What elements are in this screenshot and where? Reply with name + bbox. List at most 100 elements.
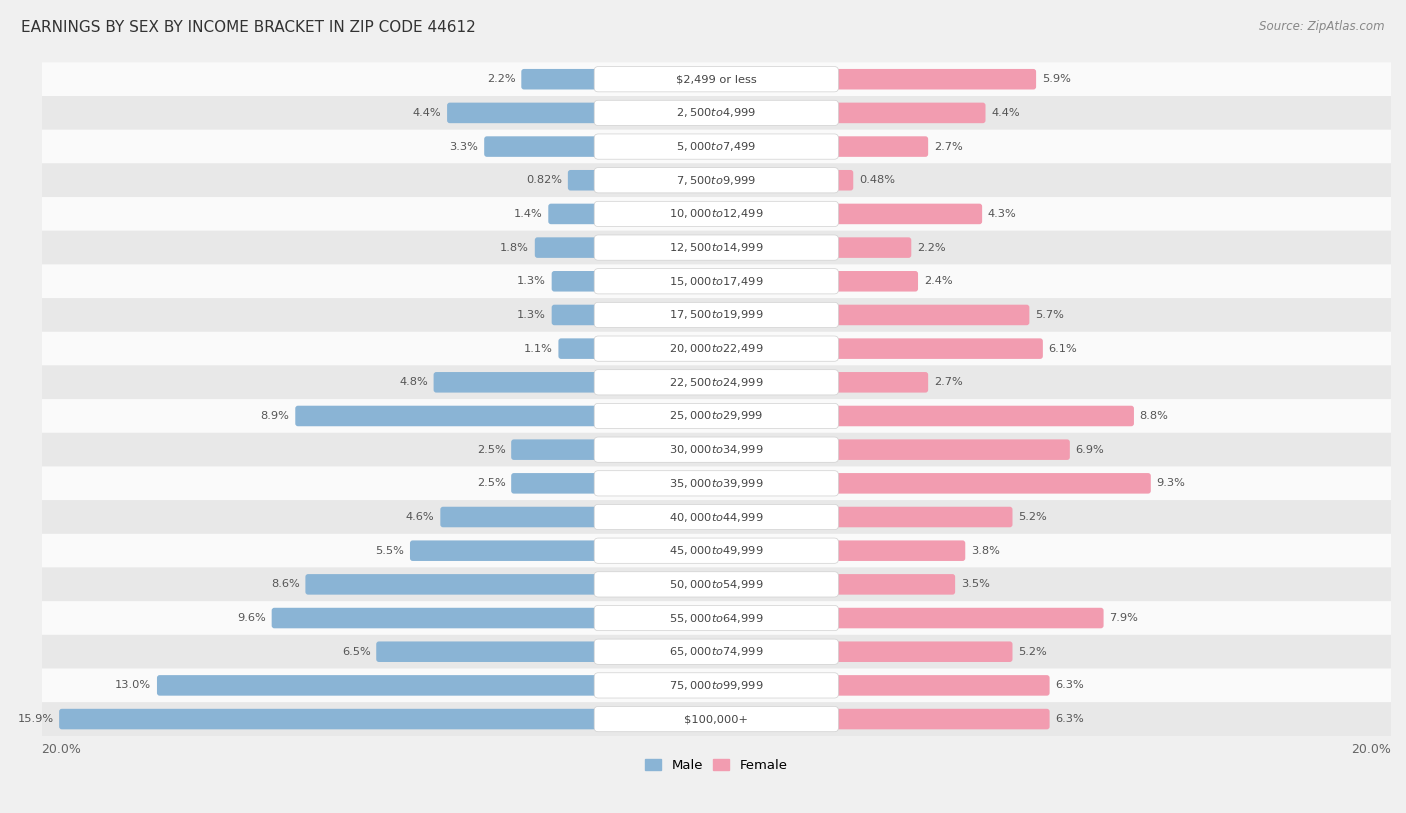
Text: $65,000 to $74,999: $65,000 to $74,999 bbox=[669, 646, 763, 659]
FancyBboxPatch shape bbox=[271, 608, 600, 628]
FancyBboxPatch shape bbox=[25, 534, 1406, 567]
FancyBboxPatch shape bbox=[25, 500, 1406, 534]
Text: 3.8%: 3.8% bbox=[972, 546, 1000, 556]
Text: 2.2%: 2.2% bbox=[486, 74, 516, 85]
FancyBboxPatch shape bbox=[433, 372, 600, 393]
Text: $17,500 to $19,999: $17,500 to $19,999 bbox=[669, 308, 763, 321]
FancyBboxPatch shape bbox=[25, 63, 1406, 96]
FancyBboxPatch shape bbox=[595, 302, 838, 328]
Text: 1.4%: 1.4% bbox=[513, 209, 543, 219]
Text: 4.6%: 4.6% bbox=[406, 512, 434, 522]
FancyBboxPatch shape bbox=[595, 167, 838, 193]
Text: 2.5%: 2.5% bbox=[477, 445, 505, 454]
Text: 2.7%: 2.7% bbox=[934, 141, 963, 151]
Text: $45,000 to $49,999: $45,000 to $49,999 bbox=[669, 544, 763, 557]
Text: $25,000 to $29,999: $25,000 to $29,999 bbox=[669, 410, 763, 423]
Text: $2,500 to $4,999: $2,500 to $4,999 bbox=[676, 107, 756, 120]
Text: 2.2%: 2.2% bbox=[917, 242, 946, 253]
Text: $30,000 to $34,999: $30,000 to $34,999 bbox=[669, 443, 763, 456]
FancyBboxPatch shape bbox=[595, 202, 838, 227]
FancyBboxPatch shape bbox=[534, 237, 600, 258]
Text: $75,000 to $99,999: $75,000 to $99,999 bbox=[669, 679, 763, 692]
FancyBboxPatch shape bbox=[295, 406, 600, 426]
FancyBboxPatch shape bbox=[832, 506, 1012, 528]
Text: $5,000 to $7,499: $5,000 to $7,499 bbox=[676, 140, 756, 153]
FancyBboxPatch shape bbox=[568, 170, 600, 190]
Text: 7.9%: 7.9% bbox=[1109, 613, 1139, 623]
Text: 5.9%: 5.9% bbox=[1042, 74, 1071, 85]
Text: 1.3%: 1.3% bbox=[517, 310, 546, 320]
FancyBboxPatch shape bbox=[512, 473, 600, 493]
FancyBboxPatch shape bbox=[595, 471, 838, 496]
Text: 1.1%: 1.1% bbox=[524, 344, 553, 354]
Text: 2.7%: 2.7% bbox=[934, 377, 963, 387]
FancyBboxPatch shape bbox=[595, 100, 838, 125]
FancyBboxPatch shape bbox=[832, 305, 1029, 325]
FancyBboxPatch shape bbox=[595, 336, 838, 361]
FancyBboxPatch shape bbox=[512, 439, 600, 460]
FancyBboxPatch shape bbox=[832, 170, 853, 190]
FancyBboxPatch shape bbox=[832, 338, 1043, 359]
Text: $7,500 to $9,999: $7,500 to $9,999 bbox=[676, 174, 756, 187]
Text: 8.8%: 8.8% bbox=[1140, 411, 1168, 421]
Text: 5.7%: 5.7% bbox=[1035, 310, 1064, 320]
Text: $50,000 to $54,999: $50,000 to $54,999 bbox=[669, 578, 763, 591]
Text: $55,000 to $64,999: $55,000 to $64,999 bbox=[669, 611, 763, 624]
FancyBboxPatch shape bbox=[595, 706, 838, 732]
FancyBboxPatch shape bbox=[25, 130, 1406, 163]
FancyBboxPatch shape bbox=[595, 639, 838, 664]
FancyBboxPatch shape bbox=[832, 237, 911, 258]
FancyBboxPatch shape bbox=[595, 370, 838, 395]
FancyBboxPatch shape bbox=[595, 572, 838, 597]
FancyBboxPatch shape bbox=[832, 372, 928, 393]
Text: $100,000+: $100,000+ bbox=[685, 714, 748, 724]
Text: 13.0%: 13.0% bbox=[115, 680, 152, 690]
Text: 2.5%: 2.5% bbox=[477, 478, 505, 489]
FancyBboxPatch shape bbox=[25, 567, 1406, 601]
FancyBboxPatch shape bbox=[447, 102, 600, 124]
FancyBboxPatch shape bbox=[595, 235, 838, 260]
FancyBboxPatch shape bbox=[25, 601, 1406, 635]
Text: 0.48%: 0.48% bbox=[859, 176, 896, 185]
Text: EARNINGS BY SEX BY INCOME BRACKET IN ZIP CODE 44612: EARNINGS BY SEX BY INCOME BRACKET IN ZIP… bbox=[21, 20, 475, 35]
FancyBboxPatch shape bbox=[832, 271, 918, 292]
Text: $20,000 to $22,499: $20,000 to $22,499 bbox=[669, 342, 763, 355]
Text: 6.1%: 6.1% bbox=[1049, 344, 1077, 354]
FancyBboxPatch shape bbox=[595, 673, 838, 698]
Text: 1.8%: 1.8% bbox=[501, 242, 529, 253]
Text: 3.3%: 3.3% bbox=[450, 141, 478, 151]
FancyBboxPatch shape bbox=[832, 69, 1036, 89]
Text: 9.3%: 9.3% bbox=[1157, 478, 1185, 489]
FancyBboxPatch shape bbox=[59, 709, 600, 729]
Text: 4.4%: 4.4% bbox=[991, 108, 1019, 118]
FancyBboxPatch shape bbox=[595, 437, 838, 463]
Text: 2.4%: 2.4% bbox=[924, 276, 952, 286]
Text: 6.5%: 6.5% bbox=[342, 646, 371, 657]
FancyBboxPatch shape bbox=[25, 231, 1406, 264]
Text: $12,500 to $14,999: $12,500 to $14,999 bbox=[669, 241, 763, 254]
FancyBboxPatch shape bbox=[595, 268, 838, 294]
Text: 3.5%: 3.5% bbox=[960, 580, 990, 589]
Text: Source: ZipAtlas.com: Source: ZipAtlas.com bbox=[1260, 20, 1385, 33]
FancyBboxPatch shape bbox=[157, 675, 600, 696]
FancyBboxPatch shape bbox=[595, 606, 838, 631]
FancyBboxPatch shape bbox=[832, 406, 1133, 426]
FancyBboxPatch shape bbox=[595, 403, 838, 428]
Text: 4.3%: 4.3% bbox=[988, 209, 1017, 219]
Text: 6.9%: 6.9% bbox=[1076, 445, 1104, 454]
Text: 5.5%: 5.5% bbox=[375, 546, 405, 556]
Text: $40,000 to $44,999: $40,000 to $44,999 bbox=[669, 511, 763, 524]
FancyBboxPatch shape bbox=[551, 271, 600, 292]
Text: $22,500 to $24,999: $22,500 to $24,999 bbox=[669, 376, 763, 389]
FancyBboxPatch shape bbox=[484, 137, 600, 157]
FancyBboxPatch shape bbox=[832, 574, 955, 594]
FancyBboxPatch shape bbox=[25, 298, 1406, 332]
Text: 4.4%: 4.4% bbox=[413, 108, 441, 118]
FancyBboxPatch shape bbox=[551, 305, 600, 325]
FancyBboxPatch shape bbox=[25, 163, 1406, 197]
Text: 20.0%: 20.0% bbox=[42, 742, 82, 755]
FancyBboxPatch shape bbox=[411, 541, 600, 561]
Text: 9.6%: 9.6% bbox=[238, 613, 266, 623]
Text: 6.3%: 6.3% bbox=[1056, 714, 1084, 724]
Text: 4.8%: 4.8% bbox=[399, 377, 427, 387]
